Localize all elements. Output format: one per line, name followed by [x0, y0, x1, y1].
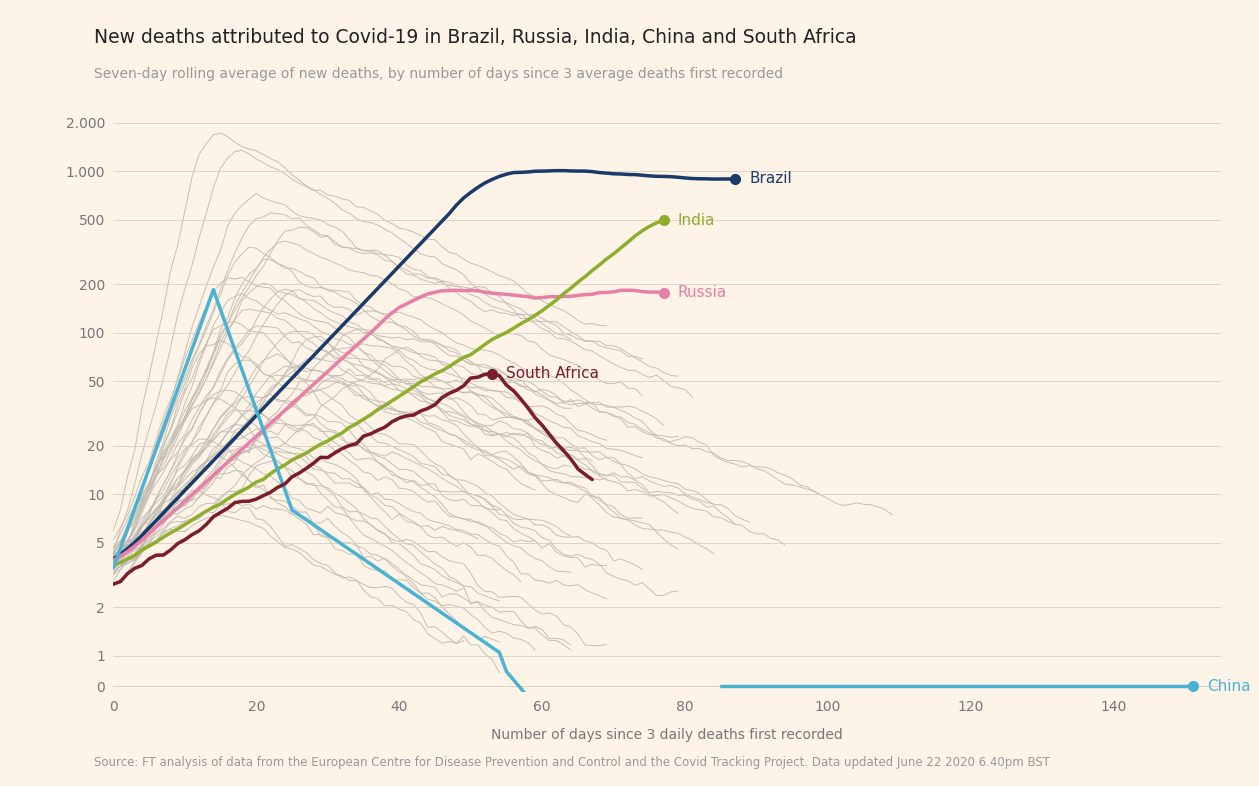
Text: South Africa: South Africa	[506, 366, 599, 381]
Text: Seven-day rolling average of new deaths, by number of days since 3 average death: Seven-day rolling average of new deaths,…	[94, 67, 783, 81]
X-axis label: Number of days since 3 daily deaths first recorded: Number of days since 3 daily deaths firs…	[491, 728, 844, 742]
Text: Source: FT analysis of data from the European Centre for Disease Prevention and : Source: FT analysis of data from the Eur…	[94, 755, 1050, 769]
Text: China: China	[1207, 678, 1250, 693]
Text: Brazil: Brazil	[749, 171, 792, 186]
Text: India: India	[679, 212, 715, 228]
Text: New deaths attributed to Covid-19 in Brazil, Russia, India, China and South Afri: New deaths attributed to Covid-19 in Bra…	[94, 28, 857, 46]
Text: Russia: Russia	[679, 285, 728, 300]
